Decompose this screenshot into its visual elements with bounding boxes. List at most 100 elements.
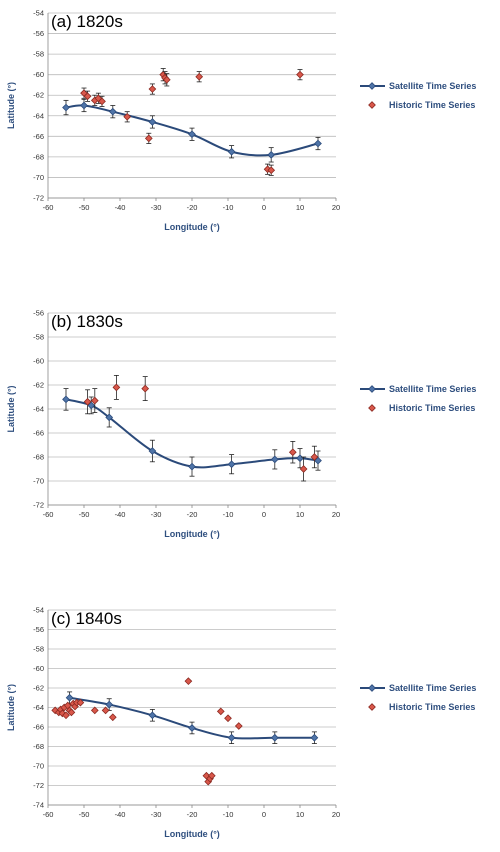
- legend-label: Satellite Time Series: [389, 683, 476, 693]
- x-tick-label: 10: [296, 203, 304, 212]
- data-point: [62, 395, 70, 404]
- data-point: [224, 714, 232, 723]
- historic-series: [51, 677, 243, 786]
- data-point: [288, 448, 297, 457]
- x-tick-label: 20: [332, 810, 340, 819]
- y-tick-label: -64: [33, 703, 44, 712]
- x-tick-label: -30: [151, 510, 162, 519]
- y-tick-label: -56: [33, 29, 44, 38]
- data-point: [148, 118, 157, 126]
- y-tick-label: -68: [33, 453, 44, 462]
- y-tick-label: -54: [33, 606, 44, 615]
- legend: Satellite Time Series Historic Time Serie…: [360, 81, 476, 110]
- y-tick-label: -58: [33, 50, 44, 59]
- y-tick-label: -58: [33, 333, 44, 342]
- legend: Satellite Time Series Historic Time Serie…: [360, 683, 476, 712]
- y-axis-title: Latitude (°): [6, 82, 16, 129]
- data-point: [76, 698, 85, 707]
- data-point: [314, 139, 322, 148]
- y-tick-label: -70: [33, 762, 44, 771]
- data-point: [67, 708, 76, 717]
- x-tick-label: -20: [187, 510, 198, 519]
- x-tick-label: -60: [43, 810, 54, 819]
- data-point: [188, 130, 196, 139]
- data-point: [202, 771, 211, 780]
- x-tick-label: -20: [187, 810, 198, 819]
- y-tick-label: -62: [33, 91, 44, 100]
- data-point: [108, 713, 117, 722]
- data-point: [144, 134, 153, 143]
- data-point: [123, 112, 132, 121]
- legend-marker: [368, 684, 376, 692]
- data-point: [195, 72, 204, 81]
- x-tick-label: 0: [262, 203, 266, 212]
- y-tick-label: -64: [33, 405, 44, 414]
- data-point: [98, 97, 106, 106]
- x-tick-label: -10: [223, 510, 234, 519]
- data-point: [227, 147, 236, 156]
- data-point: [108, 107, 117, 116]
- x-tick-label: -60: [43, 203, 54, 212]
- data-point: [296, 70, 304, 79]
- data-point: [105, 700, 114, 709]
- legend-label: Satellite Time Series: [389, 384, 476, 394]
- y-axis-title: Latitude (°): [6, 385, 16, 432]
- data-point: [80, 101, 88, 110]
- x-tick-label: -40: [115, 203, 126, 212]
- data-point: [87, 401, 96, 410]
- panel-label: (c) 1840s: [51, 609, 122, 628]
- x-tick-label: -50: [79, 810, 90, 819]
- data-point: [188, 462, 196, 471]
- legend-label: Satellite Time Series: [389, 81, 476, 91]
- satellite-series: [65, 691, 319, 744]
- y-tick-label: -74: [33, 801, 44, 810]
- y-tick-label: -68: [33, 152, 44, 161]
- legend-marker: [368, 703, 376, 711]
- data-point: [148, 711, 157, 720]
- y-tick-label: -62: [33, 381, 44, 390]
- data-point: [270, 733, 279, 742]
- data-point: [105, 413, 114, 422]
- legend: Satellite Time Series Historic Time Serie…: [360, 384, 476, 413]
- panel-label: (b) 1830s: [51, 312, 123, 331]
- data-point: [188, 724, 196, 732]
- data-point: [207, 771, 216, 780]
- legend-marker: [368, 385, 376, 393]
- y-tick-label: -62: [33, 684, 44, 693]
- data-point: [148, 447, 157, 455]
- legend-label: Historic Time Series: [389, 100, 475, 110]
- data-point: [112, 383, 121, 392]
- historic-series: [80, 68, 304, 176]
- y-tick-label: -60: [33, 70, 44, 79]
- y-tick-label: -56: [33, 625, 44, 634]
- panel-1: -54-56-58-60-62-64-66-68-70-72-60 -50 -40-…: [6, 9, 476, 233]
- y-tick-label: -54: [33, 9, 44, 18]
- x-tick-label: -50: [79, 203, 90, 212]
- x-tick-label: 20: [332, 203, 340, 212]
- x-tick-label: -40: [115, 810, 126, 819]
- data-point: [83, 397, 92, 406]
- data-point: [314, 456, 322, 465]
- y-tick-label: -68: [33, 742, 44, 751]
- x-tick-label: -50: [79, 510, 90, 519]
- data-point: [267, 166, 276, 175]
- y-tick-label: -56: [33, 309, 44, 318]
- data-point: [267, 150, 276, 159]
- satellite-series: [62, 98, 322, 163]
- x-tick-label: 20: [332, 510, 340, 519]
- data-point: [101, 706, 110, 715]
- legend-label: Historic Time Series: [389, 702, 475, 712]
- panel-3: -54-56-58-60-62-64-66-68-70-72-74-60 -50-…: [6, 606, 476, 840]
- data-point: [90, 396, 99, 405]
- x-axis-title: Longitude (°): [164, 529, 220, 539]
- x-axis-title: Longitude (°): [164, 829, 220, 839]
- y-tick-label: -66: [33, 132, 44, 141]
- satellite-series: [62, 388, 322, 477]
- x-tick-label: -30: [151, 810, 162, 819]
- x-tick-label: -10: [223, 810, 234, 819]
- data-point: [234, 722, 243, 730]
- y-tick-label: -70: [33, 173, 44, 182]
- legend-label: Historic Time Series: [389, 403, 475, 413]
- panel-label: (a) 1820s: [51, 12, 123, 31]
